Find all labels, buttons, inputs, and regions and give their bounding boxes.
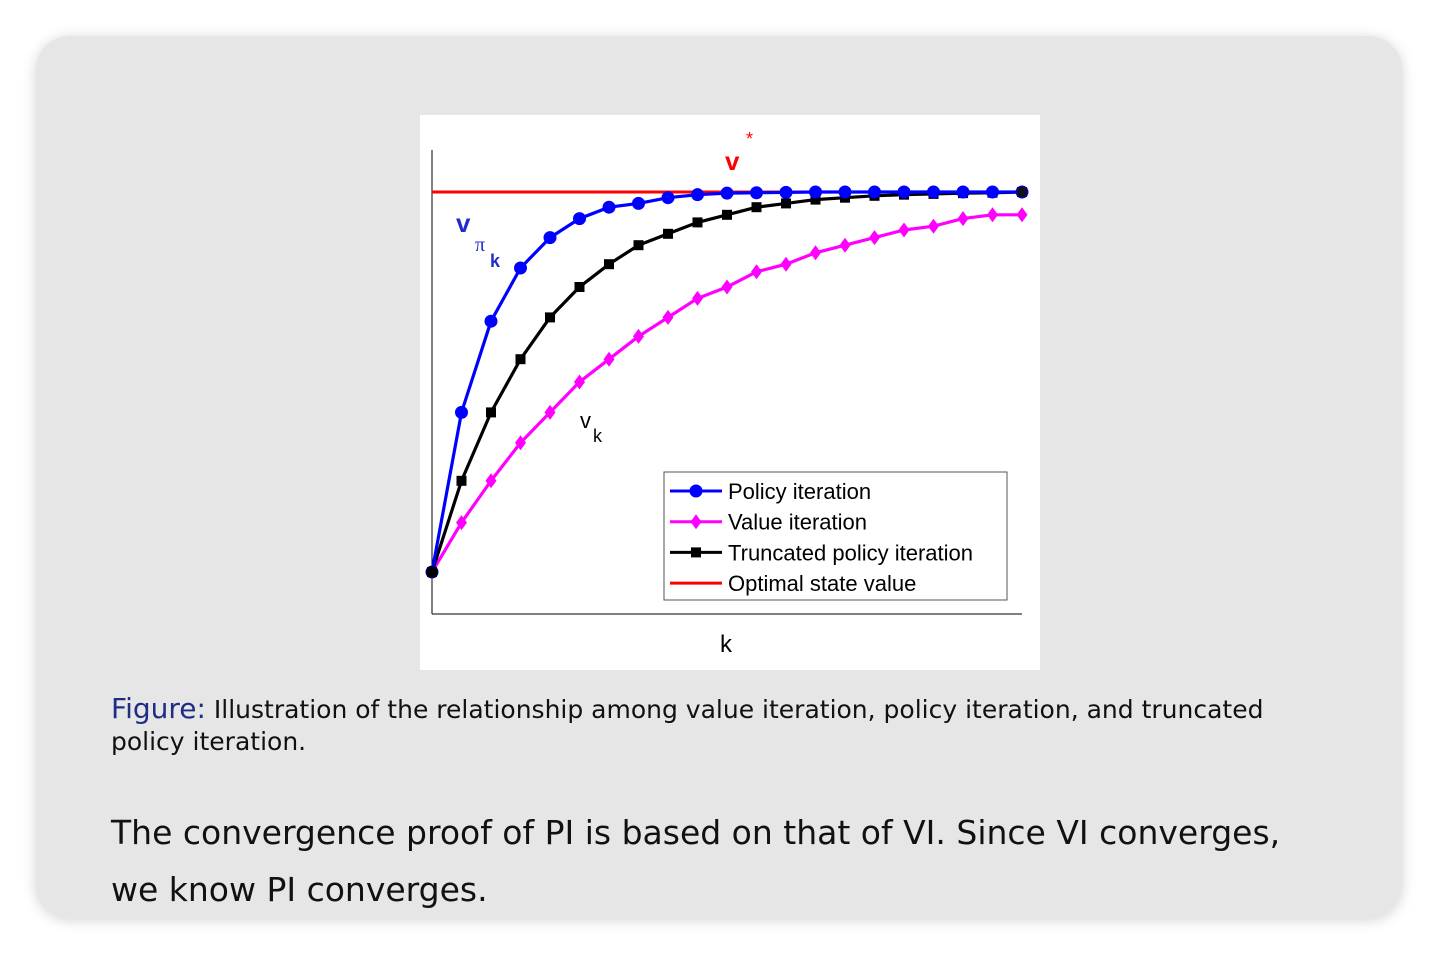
square-marker [722, 209, 732, 220]
circle-marker [720, 186, 734, 200]
vstar-label: v [725, 146, 740, 176]
diamond-marker [456, 515, 467, 531]
vk-sub: k [593, 426, 603, 446]
legend-label: Policy iteration [728, 479, 871, 504]
diamond-marker [987, 207, 998, 223]
square-marker [486, 407, 496, 418]
diamond-marker [544, 404, 556, 420]
square-marker [633, 240, 644, 251]
series-value-iteration [426, 207, 1028, 580]
square-marker [604, 259, 614, 270]
circle-marker [661, 191, 675, 205]
circle-marker [956, 185, 970, 199]
series-policy-iteration [425, 185, 1029, 579]
end-marker [1016, 186, 1028, 198]
diamond-marker [485, 473, 497, 489]
vstar-sup: * [746, 129, 753, 149]
x-axis-label: k [720, 631, 733, 658]
vpi-subsub: k [490, 251, 501, 271]
diamond-marker [839, 237, 851, 253]
circle-marker [573, 212, 586, 226]
legend-box [663, 471, 1008, 601]
diamond-marker [751, 264, 762, 280]
circle-marker [543, 231, 557, 245]
circle-marker [809, 185, 822, 199]
square-marker [574, 282, 585, 292]
square-marker [691, 547, 701, 558]
diamond-marker [928, 218, 939, 234]
square-marker [781, 198, 791, 209]
caption-text: Illustration of the relationship among v… [111, 695, 1264, 756]
square-marker [810, 194, 821, 205]
diamond-marker [810, 245, 821, 261]
legend-label: Optimal state value [728, 571, 916, 596]
circle-marker [927, 185, 940, 199]
circle-marker [750, 186, 763, 200]
circle-marker [484, 314, 498, 328]
vpi-sub: π [475, 234, 485, 256]
circle-marker [691, 188, 704, 202]
diamond-marker [690, 514, 702, 530]
legend-item: Policy iteration [670, 479, 871, 504]
square-marker [663, 228, 673, 239]
legend-item: Truncated policy iteration [670, 540, 973, 565]
diamond-marker [633, 328, 644, 344]
figure-caption: Figure: Illustration of the relationship… [111, 693, 1311, 758]
circle-marker [602, 200, 616, 214]
circle-marker [689, 484, 703, 498]
diamond-marker [662, 309, 674, 325]
legend-item: Optimal state value [670, 571, 916, 596]
diamond-marker [603, 351, 615, 367]
convergence-chart: v * v π k v k k Policy iteration Value it… [425, 129, 1029, 658]
diamond-marker [869, 230, 880, 246]
vk-label: v [580, 408, 591, 433]
circle-marker [514, 261, 527, 275]
circle-marker [455, 405, 468, 419]
square-marker [692, 217, 703, 228]
chart-area: v * v π k v k k Policy iteration Value it… [420, 115, 1040, 670]
circle-marker [986, 185, 999, 199]
diamond-marker [574, 374, 585, 390]
circle-marker [779, 185, 793, 199]
vpi-label: v [456, 208, 471, 238]
diamond-marker [692, 290, 703, 306]
diamond-marker [898, 222, 910, 238]
diamond-marker [957, 211, 969, 227]
circle-marker [632, 196, 645, 210]
square-marker [545, 312, 555, 323]
legend-label: Truncated policy iteration [728, 540, 973, 565]
diamond-marker [780, 256, 792, 272]
diamond-marker [1016, 207, 1028, 223]
square-marker [751, 202, 762, 213]
circle-marker [868, 185, 881, 199]
diamond-marker [721, 279, 733, 295]
legend: Policy iteration Value iteration Truncated… [663, 471, 1008, 601]
diamond-marker [515, 435, 526, 451]
caption-label: Figure: [111, 692, 206, 725]
circle-marker [897, 185, 911, 199]
origin-marker [426, 566, 438, 578]
square-marker [456, 475, 467, 486]
square-marker [515, 354, 526, 365]
legend-item: Value iteration [670, 510, 867, 535]
legend-label: Value iteration [728, 510, 867, 535]
body-paragraph: The convergence proof of PI is based on … [111, 813, 1281, 909]
circle-marker [838, 185, 852, 199]
